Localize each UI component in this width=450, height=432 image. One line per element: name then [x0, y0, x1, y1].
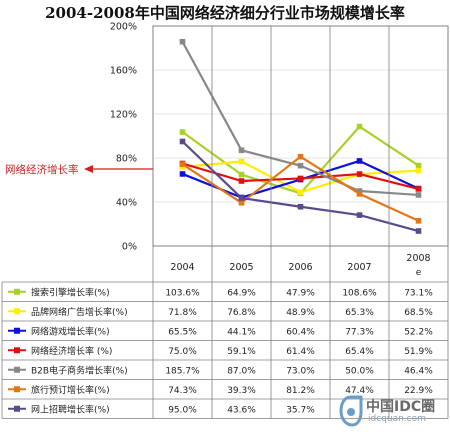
legend-label: 网上招聘增长率(%)	[31, 403, 110, 415]
data-point	[238, 171, 245, 178]
data-label: 50.0%	[345, 366, 374, 376]
legend-marker	[14, 347, 20, 354]
data-label: 35.7%	[286, 405, 315, 415]
data-label: 73.0%	[286, 366, 315, 376]
data-label: 103.6%	[165, 288, 200, 298]
legend-label: 网络经济增长率 (%)	[31, 345, 112, 357]
data-point	[179, 138, 186, 145]
data-label: 71.8%	[168, 308, 197, 318]
data-point	[356, 171, 363, 177]
legend-marker	[14, 366, 20, 373]
data-label: 22.9%	[404, 386, 433, 396]
y-tick-label: 40%	[116, 198, 137, 209]
data-label: 47.4%	[345, 386, 374, 396]
watermark: 中国IDC圈 idcquan.com	[338, 394, 448, 430]
legend-marker	[14, 288, 20, 295]
data-point	[356, 158, 363, 164]
watermark-logo	[339, 395, 363, 427]
x-tick-label: 2007	[347, 262, 371, 273]
x-tick-label-suffix: e	[416, 268, 422, 278]
data-label: 43.6%	[227, 405, 256, 415]
data-label: 44.1%	[227, 327, 256, 337]
data-label: 65.3%	[345, 308, 374, 318]
watermark-text: 中国IDC圈	[366, 399, 436, 415]
x-tick-label: 2008	[406, 253, 430, 264]
data-point	[356, 212, 363, 218]
data-label: 108.6%	[342, 288, 377, 298]
data-label: 52.2%	[404, 327, 433, 337]
data-point	[238, 195, 245, 201]
legend-marker	[14, 308, 20, 315]
data-label: 59.1%	[227, 347, 256, 357]
y-tick-label: 120%	[110, 110, 137, 121]
callout-arrow-head	[84, 165, 93, 173]
legend-label: 品牌网络广告增长率(%)	[31, 306, 128, 318]
data-label: 87.0%	[227, 366, 256, 376]
data-point	[356, 191, 363, 197]
x-tick-label: 2004	[170, 262, 194, 273]
data-label: 47.9%	[286, 288, 315, 298]
data-point	[415, 162, 422, 169]
data-label: 74.3%	[168, 386, 197, 396]
data-point	[179, 38, 186, 45]
data-point	[356, 123, 363, 130]
legend-marker	[14, 327, 20, 334]
y-tick-label: 160%	[110, 66, 137, 77]
data-label: 65.4%	[345, 347, 374, 357]
y-tick-label: 80%	[116, 154, 137, 165]
y-tick-label: 200%	[110, 22, 137, 33]
data-label: 77.3%	[345, 327, 374, 337]
data-point	[238, 199, 245, 206]
data-label: 39.3%	[227, 386, 256, 396]
data-point	[415, 167, 422, 174]
data-label: 185.7%	[165, 366, 200, 376]
data-label: 46.4%	[404, 366, 433, 376]
data-point	[179, 129, 186, 135]
data-point	[297, 162, 304, 169]
data-point	[415, 192, 422, 198]
data-point	[179, 161, 186, 168]
data-label: 73.1%	[404, 288, 433, 298]
data-label: 51.9%	[404, 347, 433, 357]
data-point	[415, 228, 422, 234]
data-label: 64.9%	[227, 288, 256, 298]
data-point	[297, 203, 304, 210]
legend-marker	[14, 386, 20, 393]
x-tick-label: 2005	[229, 262, 253, 273]
data-point	[297, 153, 304, 160]
data-point	[238, 147, 245, 154]
data-label: 95.0%	[168, 405, 197, 415]
data-point	[356, 188, 363, 194]
data-point	[297, 189, 304, 196]
data-point	[415, 186, 422, 192]
chart-title: 2004-2008年中国网络经济细分行业市场规模增长率	[45, 4, 405, 22]
data-label: 65.5%	[168, 327, 197, 337]
data-label: 60.4%	[286, 327, 315, 337]
data-point	[179, 171, 186, 177]
legend-marker	[14, 405, 20, 412]
data-point	[238, 158, 245, 165]
x-tick-label: 2006	[288, 262, 312, 273]
data-point	[238, 178, 245, 184]
legend-label: 搜索引擎增长率(%)	[31, 286, 110, 298]
callout-label: 网络经济增长率	[5, 164, 79, 176]
data-label: 81.2%	[286, 386, 315, 396]
data-point	[415, 218, 422, 224]
y-tick-label: 0%	[122, 242, 137, 253]
legend-label: 网络游戏增长率(%)	[31, 325, 110, 337]
legend-label: B2B电子商务增长率(%)	[31, 364, 128, 376]
watermark-sub: idcquan.com	[368, 414, 426, 424]
data-label: 61.4%	[286, 347, 315, 357]
data-point	[297, 175, 304, 182]
data-label: 75.0%	[168, 347, 197, 357]
legend-label: 旅行预订增长率(%)	[31, 384, 110, 396]
data-label: 76.8%	[227, 308, 256, 318]
data-label: 68.5%	[404, 308, 433, 318]
data-label: 48.9%	[286, 308, 315, 318]
